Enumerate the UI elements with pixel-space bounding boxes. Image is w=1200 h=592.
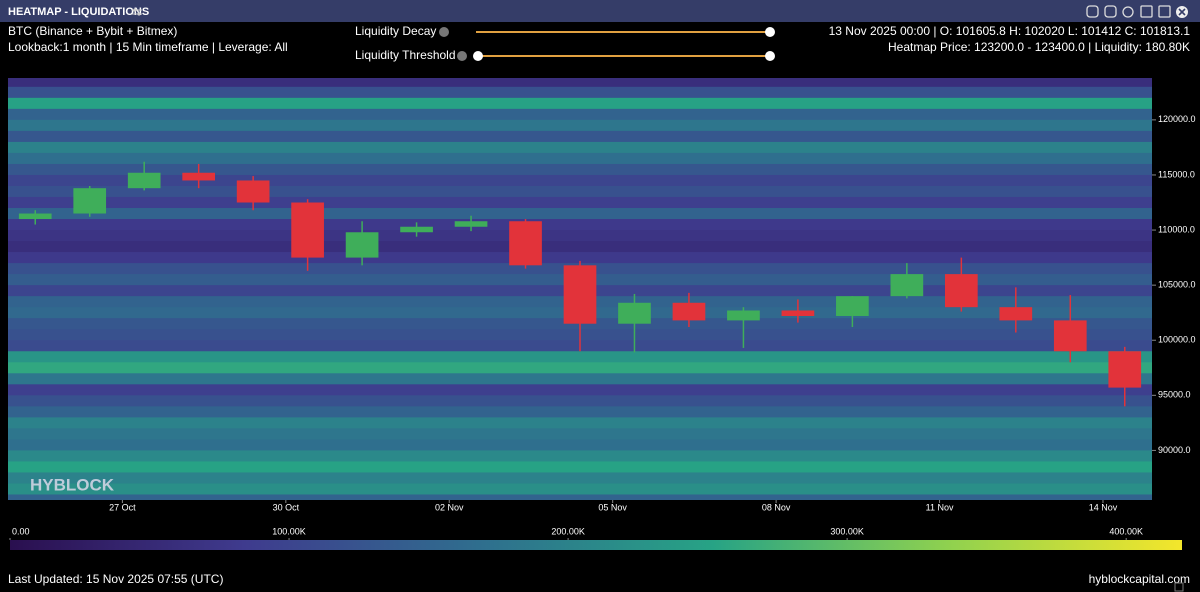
liquidity-band: [8, 108, 1152, 121]
asset-label: BTC (Binance + Bybit + Bitmex): [8, 24, 177, 38]
liquidity-band: [8, 219, 1152, 231]
x-tick-label: 11 Nov: [926, 502, 954, 512]
liquidity-band: [8, 130, 1152, 143]
liquidity-band: [8, 406, 1152, 418]
liquidity-band: [8, 97, 1152, 110]
liquidity-band: [8, 252, 1152, 264]
settings-icon[interactable]: [132, 8, 142, 16]
liquidity-band: [8, 152, 1152, 165]
candle-body: [1108, 351, 1142, 388]
watermark: HYBLOCK: [30, 475, 115, 494]
colorbar-tick-label: 400.00K: [1109, 526, 1143, 536]
liquidity-band: [8, 417, 1152, 429]
liquidity-band: [8, 78, 1152, 88]
x-tick-label: 30 Oct: [273, 502, 300, 512]
y-tick-label: 105000.0: [1158, 280, 1196, 290]
y-tick-label: 120000.0: [1158, 114, 1196, 124]
decay-knob[interactable]: [765, 27, 775, 37]
liquidity-band: [8, 141, 1152, 154]
resize-handle[interactable]: [1174, 582, 1184, 592]
x-tick-label: 02 Nov: [435, 502, 464, 512]
liquidity-band: [8, 86, 1152, 99]
liquidity-band: [8, 373, 1152, 385]
candle-body: [618, 302, 651, 324]
gear-button[interactable]: [1122, 6, 1134, 18]
candle-body: [236, 180, 270, 203]
candles: [18, 161, 1142, 407]
threshold-knob-low[interactable]: [473, 51, 483, 61]
decay-label: Liquidity Decay: [355, 24, 436, 38]
liquidity-band: [8, 208, 1152, 220]
liquidity-band: [8, 450, 1152, 462]
threshold-knob-high[interactable]: [765, 51, 775, 61]
liquidity-band: [8, 362, 1152, 374]
candle-body: [999, 307, 1033, 321]
colorbar: [10, 540, 1182, 550]
y-tick-label: 90000.0: [1158, 445, 1191, 455]
save-button[interactable]: [1140, 5, 1153, 18]
candle-body: [509, 221, 542, 266]
candle-body: [563, 265, 597, 324]
candle-body: [890, 274, 924, 297]
liquidity-band: [8, 163, 1152, 176]
x-tick-label: 27 Oct: [109, 502, 136, 512]
liquidity-band: [8, 384, 1152, 396]
site-link[interactable]: hyblockcapital.com: [1089, 572, 1190, 586]
candle-body: [781, 310, 815, 316]
settings-label: Lookback:1 month | 15 Min timeframe | Le…: [8, 40, 288, 54]
threshold-label: Liquidity Threshold: [355, 48, 456, 62]
colorbar-tick-label: 200.00K: [551, 526, 585, 536]
candle-body: [836, 296, 869, 316]
liquidity-band: [8, 428, 1152, 440]
y-tick-label: 115000.0: [1158, 169, 1195, 179]
liquidity-band: [8, 439, 1152, 451]
help-icon[interactable]: [439, 27, 449, 37]
axes: 90000.0 95000.0 100000.0 105000.0 110000.0 11…: [9, 114, 1196, 540]
liquidity-band: [8, 241, 1152, 253]
candle-body: [400, 226, 433, 233]
liquidity-band: [8, 230, 1152, 242]
y-tick-label: 110000.0: [1158, 224, 1195, 234]
x-tick-label: 08 Nov: [762, 502, 791, 512]
last-updated: Last Updated: 15 Nov 2025 07:55 (UTC): [8, 572, 223, 586]
x-tick-label: 05 Nov: [598, 502, 627, 512]
title-bar: [0, 0, 1200, 22]
candle-body: [182, 172, 216, 181]
candle-body: [672, 302, 706, 321]
liquidity-band: [8, 119, 1152, 132]
liquidity-band: [8, 494, 1152, 500]
candle-body: [127, 172, 161, 189]
candle-body: [18, 213, 52, 220]
candle-body: [944, 274, 978, 308]
candle-body: [727, 310, 760, 321]
colorbar-tick-label: 100.00K: [272, 526, 306, 536]
liquidity-band: [8, 483, 1152, 495]
candle-body: [1053, 320, 1087, 352]
liquidity-band: [8, 196, 1152, 209]
liquidity-band: [8, 461, 1152, 473]
liquidity-band: [8, 351, 1152, 363]
candle-body: [291, 202, 324, 258]
camera-button[interactable]: [1104, 5, 1117, 18]
y-tick-label: 95000.0: [1158, 390, 1191, 400]
liquidity-band: [8, 185, 1152, 198]
colorbar-tick-label: 0.00: [12, 526, 30, 536]
ohlc-label: 13 Nov 2025 00:00 | O: 101605.8 H: 10202…: [829, 24, 1191, 38]
fullscreen-button[interactable]: [1158, 5, 1171, 18]
colorbar-tick-label: 300.00K: [830, 526, 864, 536]
liquidity-band: [8, 472, 1152, 484]
liquidity-band: [8, 395, 1152, 407]
hover-label: Heatmap Price: 123200.0 - 123400.0 | Liq…: [888, 40, 1190, 54]
x-tick-label: 14 Nov: [1089, 502, 1118, 512]
widget-title: HEATMAP - LIQUIDATIONS: [8, 6, 149, 18]
candle-body: [454, 221, 488, 227]
liquidity-band: [8, 174, 1152, 187]
candle-body: [345, 232, 379, 258]
y-tick-label: 100000.0: [1158, 335, 1196, 345]
help-icon[interactable]: [457, 51, 467, 61]
refresh-button[interactable]: [1086, 5, 1099, 18]
candle-body: [73, 188, 107, 214]
